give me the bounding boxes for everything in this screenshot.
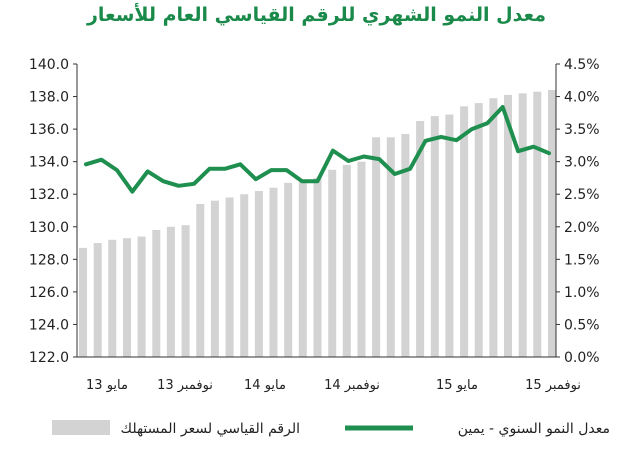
left-tick-label: 124.0 — [29, 317, 69, 333]
left-tick-label: 138.0 — [29, 90, 69, 106]
cpi-bar — [93, 243, 102, 357]
cpi-bar — [123, 238, 131, 357]
right-tick-label: 4.5% — [564, 57, 600, 73]
right-tick-label: 4.0% — [564, 90, 600, 106]
cpi-bar — [254, 191, 263, 357]
line-group — [84, 105, 551, 194]
cpi-bar — [460, 106, 469, 357]
cpi-bar — [489, 98, 498, 357]
right-tick-label: 2.0% — [564, 220, 600, 236]
cpi-bar — [284, 182, 293, 357]
cpi-bar — [108, 239, 117, 357]
cpi-bar — [328, 169, 337, 357]
cpi-bar — [518, 93, 527, 358]
x-tick-label: مايو 13 — [86, 378, 128, 393]
legend: معدل النمو السنوي - يمين الرقم القياسي لس… — [52, 420, 610, 437]
cpi-bar — [196, 204, 205, 357]
cpi-bar — [533, 91, 542, 357]
right-tick-label: 0.5% — [564, 317, 600, 333]
cpi-bar — [166, 226, 175, 357]
cpi-bar — [298, 179, 307, 357]
legend-label-growth: معدل النمو السنوي - يمين — [458, 421, 610, 437]
left-tick-label: 130.0 — [29, 220, 69, 236]
cpi-bar — [152, 230, 161, 357]
x-tick-label: نوفمبر 13 — [157, 378, 213, 393]
cpi-bar — [342, 164, 351, 357]
chart-title: معدل النمو الشهري للرقم القياسي العام لل… — [86, 4, 547, 26]
left-tick-label: 136.0 — [29, 122, 69, 138]
cpi-bar — [548, 90, 556, 357]
growth-rate-line — [84, 105, 551, 194]
right-tick-label: 2.5% — [564, 187, 600, 203]
cpi-bar — [401, 134, 410, 357]
cpi-bar — [313, 177, 322, 357]
x-tick-label: مايو 15 — [436, 378, 478, 393]
cpi-bar — [137, 236, 146, 357]
cpi-bar — [269, 187, 278, 357]
left-tick-label: 134.0 — [29, 155, 69, 171]
right-tick-label: 3.5% — [564, 122, 600, 138]
cpi-bar — [210, 200, 219, 357]
left-tick-label: 126.0 — [29, 285, 69, 301]
cpi-bar — [79, 247, 87, 357]
left-tick-label: 140.0 — [29, 57, 69, 73]
legend-bar-swatch — [52, 420, 110, 435]
right-tick-label: 1.5% — [564, 252, 600, 268]
cpi-bar — [445, 114, 454, 357]
cpi-bar — [386, 137, 395, 358]
cpi-bar — [430, 116, 439, 357]
cpi-bar — [474, 103, 483, 357]
cpi-bar — [240, 194, 249, 357]
x-tick-label: نوفمبر 14 — [324, 378, 380, 393]
left-tick-label: 122.0 — [29, 350, 69, 366]
right-tick-label: 1.0% — [564, 285, 600, 301]
x-tick-label: مايو 14 — [244, 378, 286, 393]
cpi-bar — [181, 225, 190, 357]
legend-label-cpi: الرقم القياسي لسعر المستهلك — [121, 421, 300, 437]
right-tick-label: 3.0% — [564, 155, 600, 171]
bars-group — [79, 90, 556, 358]
right-tick-label: 0.0% — [564, 350, 600, 366]
left-tick-label: 132.0 — [29, 187, 69, 203]
cpi-bar — [372, 137, 381, 358]
cpi-bar — [504, 94, 512, 358]
cpi-bar — [357, 161, 366, 357]
ticks-group: 122.0 124.0 126.0 128.0 130.0 132.0 134.0 136.0… — [29, 57, 600, 393]
axes-group — [73, 63, 560, 358]
cpi-bar — [225, 197, 234, 357]
x-tick-label: نوفمبر 15 — [525, 378, 581, 393]
cpi-bar — [416, 121, 425, 357]
left-tick-label: 128.0 — [29, 252, 69, 268]
